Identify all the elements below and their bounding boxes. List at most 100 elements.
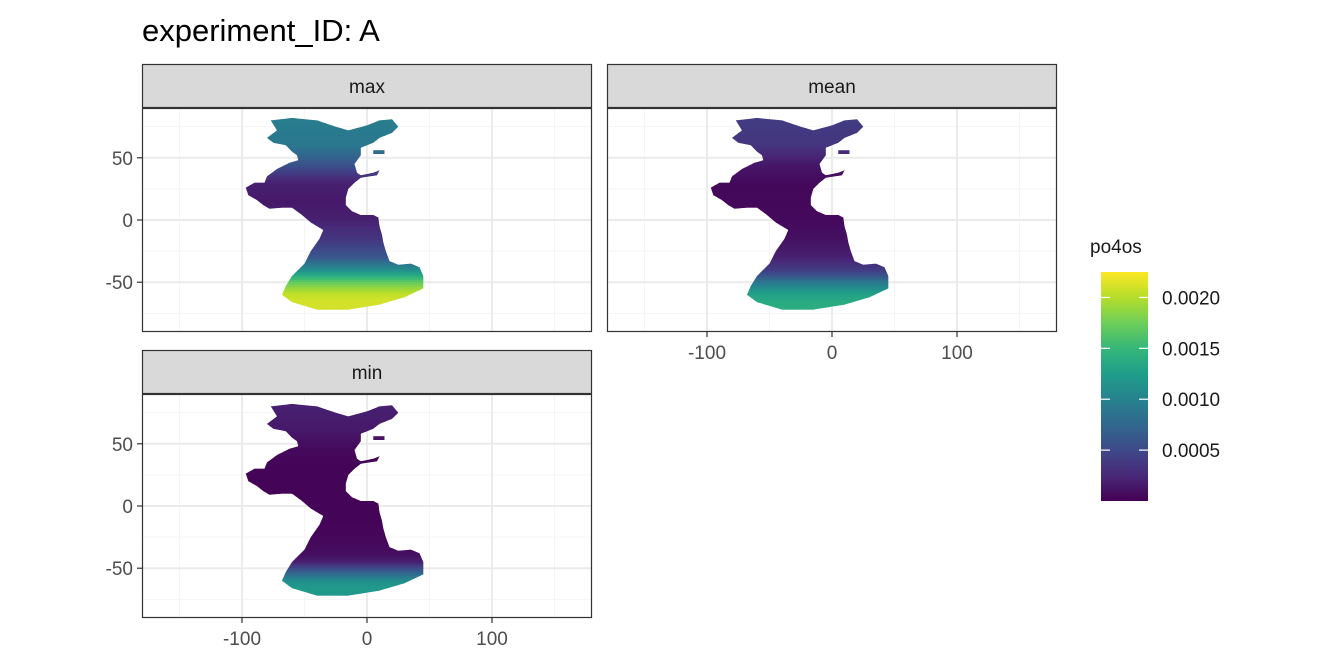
heatmap-cell	[245, 428, 424, 432]
heatmap-cell	[245, 593, 424, 596]
heatmap-cell	[245, 307, 424, 310]
heatmap-cell	[245, 212, 424, 216]
heatmap-cell	[710, 259, 889, 263]
heatmap-cell	[245, 416, 424, 420]
heatmap-cell	[710, 289, 889, 293]
heatmap-cell	[245, 224, 424, 229]
x-tick-label: 100	[941, 343, 973, 364]
heatmap-cell	[245, 242, 424, 246]
heatmap-cell	[245, 573, 424, 577]
heatmap-cell	[710, 274, 889, 278]
heatmap-cell	[710, 242, 889, 246]
heatmap-cell	[245, 438, 424, 442]
heatmap-cell	[245, 545, 424, 549]
facet-panel-max: max 50 0 -50	[106, 63, 593, 333]
heatmap-cell	[245, 165, 424, 169]
heatmap-cell	[710, 125, 889, 129]
colorbar-legend: po4os 0.0020 0.0015 0.0010 0.0005	[1090, 237, 1220, 501]
heatmap-cell	[245, 195, 424, 199]
legend-tick-label: 0.0015	[1162, 339, 1220, 360]
x-tick-label: 0	[362, 629, 373, 650]
heatmap-cell	[245, 421, 424, 425]
heatmap-cell	[710, 220, 889, 224]
heatmap-cell	[245, 426, 424, 430]
heatmap-cell	[245, 289, 424, 293]
heatmap-cell	[245, 553, 424, 557]
heatmap-cell	[245, 147, 424, 151]
heatmap-cell	[710, 165, 889, 169]
heatmap-cell	[245, 483, 424, 487]
heatmap-cell	[245, 533, 424, 537]
heatmap-cell	[245, 210, 424, 214]
heatmap-cell	[710, 152, 889, 156]
chart-title: experiment_ID: A	[142, 13, 380, 48]
heatmap-cell	[710, 262, 889, 266]
heatmap-cell	[245, 287, 424, 291]
heatmap-cell	[245, 259, 424, 263]
heatmap-cell	[710, 244, 889, 248]
heatmap-cell	[245, 180, 424, 184]
heatmap-cell	[245, 418, 424, 422]
heatmap-cell	[245, 192, 424, 196]
heatmap-cell	[245, 518, 424, 522]
heatmap-cell	[710, 195, 889, 199]
heatmap-cell	[710, 135, 889, 139]
heatmap-cell	[710, 227, 889, 231]
heatmap-cell	[245, 585, 424, 589]
legend-tick-label: 0.0005	[1162, 441, 1220, 462]
heatmap-cell	[245, 200, 424, 204]
facet-strip	[606, 63, 1058, 109]
heatmap-cell	[710, 180, 889, 184]
heatmap-cell	[245, 254, 424, 258]
heatmap-cell	[245, 202, 424, 206]
heatmap-cell	[710, 279, 889, 283]
heatmap-cell	[710, 222, 889, 226]
heatmap-cell	[245, 441, 424, 445]
heatmap-cell	[710, 224, 889, 229]
heatmap-cell	[245, 466, 424, 470]
heatmap-cell	[245, 249, 424, 253]
heatmap-cell	[245, 279, 424, 283]
heatmap-cell	[245, 523, 424, 527]
heatmap-cell	[245, 530, 424, 534]
heatmap-cell	[245, 172, 424, 176]
heatmap-cell	[710, 249, 889, 253]
heatmap-cell	[710, 130, 889, 134]
heatmap-cell	[710, 234, 889, 239]
y-tick-label: 0	[122, 497, 133, 518]
y-tick-label: -50	[106, 273, 133, 294]
heatmap-cell	[245, 132, 424, 136]
y-tick-label: 0	[122, 211, 133, 232]
heatmap-cell	[710, 197, 889, 201]
heatmap-cell	[245, 152, 424, 156]
heatmap-cell	[710, 170, 889, 174]
heatmap-cell	[245, 222, 424, 226]
heatmap-cell	[245, 252, 424, 256]
heatmap-cell	[710, 210, 889, 214]
heatmap-cell	[710, 254, 889, 258]
heatmap-cell	[245, 565, 424, 569]
heatmap-cell	[245, 299, 424, 303]
heatmap-cell	[245, 140, 424, 144]
heatmap-cell	[245, 137, 424, 141]
heatmap-cell	[245, 302, 424, 306]
heatmap-cell	[245, 262, 424, 266]
heatmap-cell	[245, 498, 424, 502]
heatmap-cell	[245, 488, 424, 492]
heatmap-cell	[245, 247, 424, 251]
heatmap-cell	[245, 461, 424, 465]
heatmap-cell	[245, 264, 424, 268]
panel-border	[141, 393, 593, 619]
heatmap-cell	[710, 142, 889, 146]
heatmap-cell	[710, 215, 889, 219]
heatmap-cell	[710, 247, 889, 251]
heatmap-cell	[245, 207, 424, 211]
x-tick-label: -100	[688, 343, 726, 364]
heatmap-cell	[245, 177, 424, 181]
legend-tick-label: 0.0020	[1162, 288, 1220, 309]
y-tick-label: -50	[106, 559, 133, 580]
heatmap-cell	[710, 292, 889, 296]
heatmap-cell	[245, 294, 424, 298]
heatmap-cell	[710, 299, 889, 303]
heatmap-cell	[710, 127, 889, 131]
